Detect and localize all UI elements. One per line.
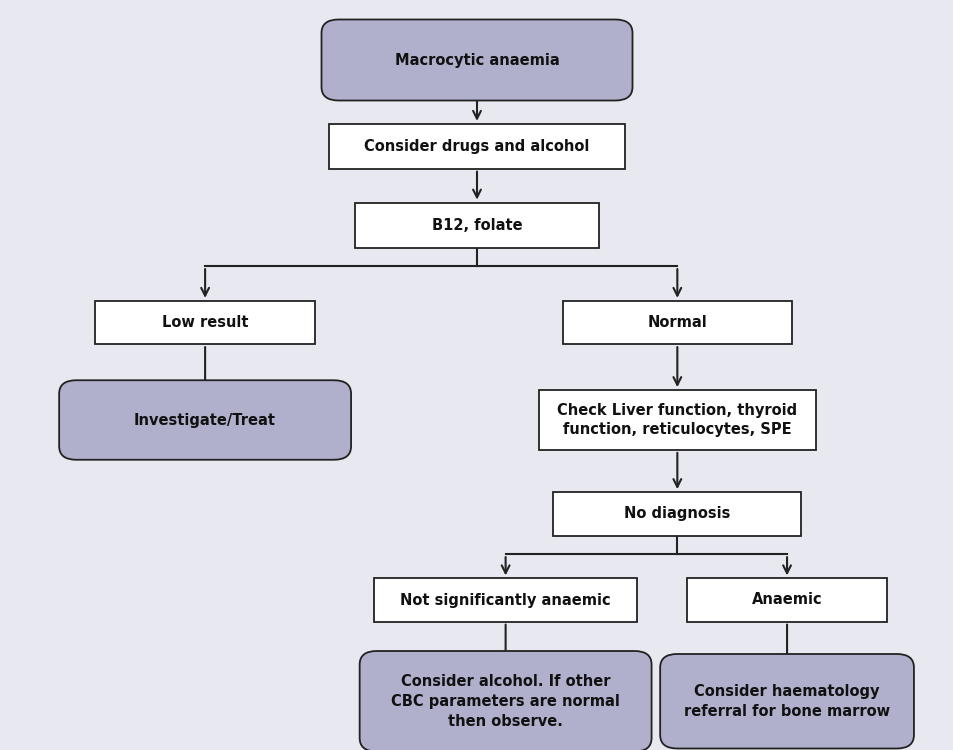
Text: Consider alcohol. If other
CBC parameters are normal
then observe.: Consider alcohol. If other CBC parameter… bbox=[391, 674, 619, 728]
FancyBboxPatch shape bbox=[374, 578, 637, 622]
Text: Low result: Low result bbox=[162, 315, 248, 330]
Text: Check Liver function, thyroid
function, reticulocytes, SPE: Check Liver function, thyroid function, … bbox=[557, 403, 797, 437]
Text: Anaemic: Anaemic bbox=[751, 592, 821, 608]
Text: Investigate/Treat: Investigate/Treat bbox=[134, 413, 275, 428]
FancyBboxPatch shape bbox=[359, 651, 651, 750]
FancyBboxPatch shape bbox=[686, 578, 886, 622]
Text: B12, folate: B12, folate bbox=[432, 217, 521, 232]
FancyBboxPatch shape bbox=[321, 20, 632, 101]
Text: Normal: Normal bbox=[647, 315, 706, 330]
FancyBboxPatch shape bbox=[329, 124, 624, 169]
FancyBboxPatch shape bbox=[562, 301, 791, 344]
Text: Not significantly anaemic: Not significantly anaemic bbox=[400, 592, 610, 608]
Text: Consider haematology
referral for bone marrow: Consider haematology referral for bone m… bbox=[683, 684, 889, 718]
FancyBboxPatch shape bbox=[95, 301, 314, 344]
FancyBboxPatch shape bbox=[355, 202, 598, 248]
FancyBboxPatch shape bbox=[553, 492, 801, 536]
FancyBboxPatch shape bbox=[59, 380, 351, 460]
Text: No diagnosis: No diagnosis bbox=[623, 506, 730, 521]
FancyBboxPatch shape bbox=[538, 390, 815, 450]
Text: Macrocytic anaemia: Macrocytic anaemia bbox=[395, 53, 558, 68]
Text: Consider drugs and alcohol: Consider drugs and alcohol bbox=[364, 139, 589, 154]
FancyBboxPatch shape bbox=[659, 654, 913, 748]
